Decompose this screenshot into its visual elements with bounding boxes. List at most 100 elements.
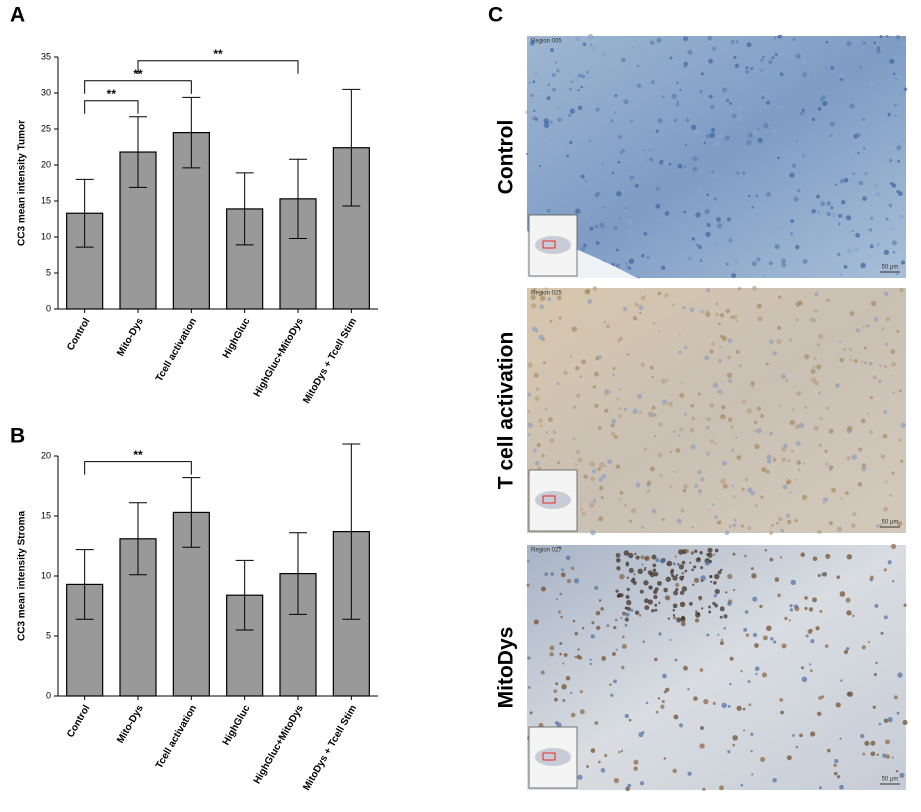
cell xyxy=(570,712,576,718)
cell xyxy=(839,737,842,740)
cell xyxy=(630,120,633,123)
cell xyxy=(618,750,621,754)
cell xyxy=(533,71,539,76)
cell xyxy=(828,166,832,170)
cell xyxy=(617,593,622,598)
cell xyxy=(747,680,751,684)
cell xyxy=(594,721,599,725)
cell xyxy=(769,431,773,436)
cell xyxy=(675,245,680,250)
cell xyxy=(787,459,791,462)
cell xyxy=(885,480,888,483)
cell xyxy=(801,676,808,683)
x-tick-label: MitoDys + Tcell Stim xyxy=(301,316,359,405)
cell xyxy=(549,120,553,124)
cell xyxy=(623,99,629,105)
cell xyxy=(694,129,701,136)
cell xyxy=(649,412,655,418)
cell xyxy=(717,570,722,575)
cell xyxy=(565,144,568,147)
cell xyxy=(805,634,809,638)
micrograph: Region 027 50 µm xyxy=(526,543,908,792)
cell xyxy=(619,573,625,580)
cell xyxy=(696,243,699,247)
cell xyxy=(698,268,703,272)
cell xyxy=(836,775,841,779)
cell xyxy=(667,617,670,620)
cell xyxy=(617,553,620,556)
cell xyxy=(532,116,537,121)
cell xyxy=(792,235,796,239)
cell xyxy=(560,572,566,578)
cell xyxy=(745,70,749,74)
cell xyxy=(896,272,899,276)
cell xyxy=(538,722,544,728)
cell xyxy=(527,656,531,660)
cell xyxy=(600,768,606,773)
cell xyxy=(623,407,627,411)
cell xyxy=(760,495,764,499)
scale-label: 50 µm xyxy=(882,265,899,271)
cell xyxy=(740,524,744,528)
cell xyxy=(737,287,741,291)
cell xyxy=(845,491,849,496)
cell xyxy=(577,105,583,111)
cell xyxy=(548,417,553,422)
cell xyxy=(579,690,583,694)
cell xyxy=(791,163,797,169)
cell xyxy=(873,41,877,45)
cell xyxy=(883,410,888,414)
cell xyxy=(734,259,740,265)
cell xyxy=(781,446,787,452)
error-bar xyxy=(75,549,94,620)
cell xyxy=(676,617,682,623)
cell xyxy=(802,72,808,78)
cell xyxy=(868,81,874,87)
cell xyxy=(839,357,844,363)
cell xyxy=(862,325,866,329)
cell xyxy=(525,110,529,114)
cell xyxy=(754,643,759,648)
cell xyxy=(883,249,890,256)
cell xyxy=(885,342,889,346)
cell xyxy=(861,463,866,468)
cell xyxy=(547,297,552,302)
cell xyxy=(643,231,648,236)
cell xyxy=(719,568,723,572)
cell xyxy=(884,113,889,118)
cell xyxy=(665,576,671,582)
cell xyxy=(612,373,615,377)
cell xyxy=(663,757,667,760)
cell xyxy=(791,408,795,412)
cell xyxy=(896,330,900,333)
cell xyxy=(859,65,863,69)
cell xyxy=(607,459,613,464)
cell xyxy=(786,513,790,518)
cell xyxy=(721,702,727,709)
error-bar xyxy=(289,532,307,615)
cell xyxy=(804,354,810,360)
cell xyxy=(572,437,576,441)
cell xyxy=(712,701,716,706)
cell xyxy=(641,253,645,258)
cell xyxy=(773,640,777,644)
cell xyxy=(826,201,831,206)
cell xyxy=(641,563,644,566)
cell xyxy=(819,417,823,421)
cell xyxy=(885,754,891,759)
cell xyxy=(657,330,661,333)
significance-label: ** xyxy=(107,87,117,101)
cell xyxy=(629,519,633,523)
cell xyxy=(672,429,676,434)
cell xyxy=(706,633,710,637)
cell xyxy=(601,162,604,165)
cell xyxy=(536,442,541,448)
cell xyxy=(706,425,710,430)
cell xyxy=(894,103,897,107)
cell xyxy=(706,271,710,275)
cell xyxy=(729,656,734,661)
cell xyxy=(829,134,833,138)
row-label: T cell activation xyxy=(495,332,518,490)
cell xyxy=(752,596,758,602)
